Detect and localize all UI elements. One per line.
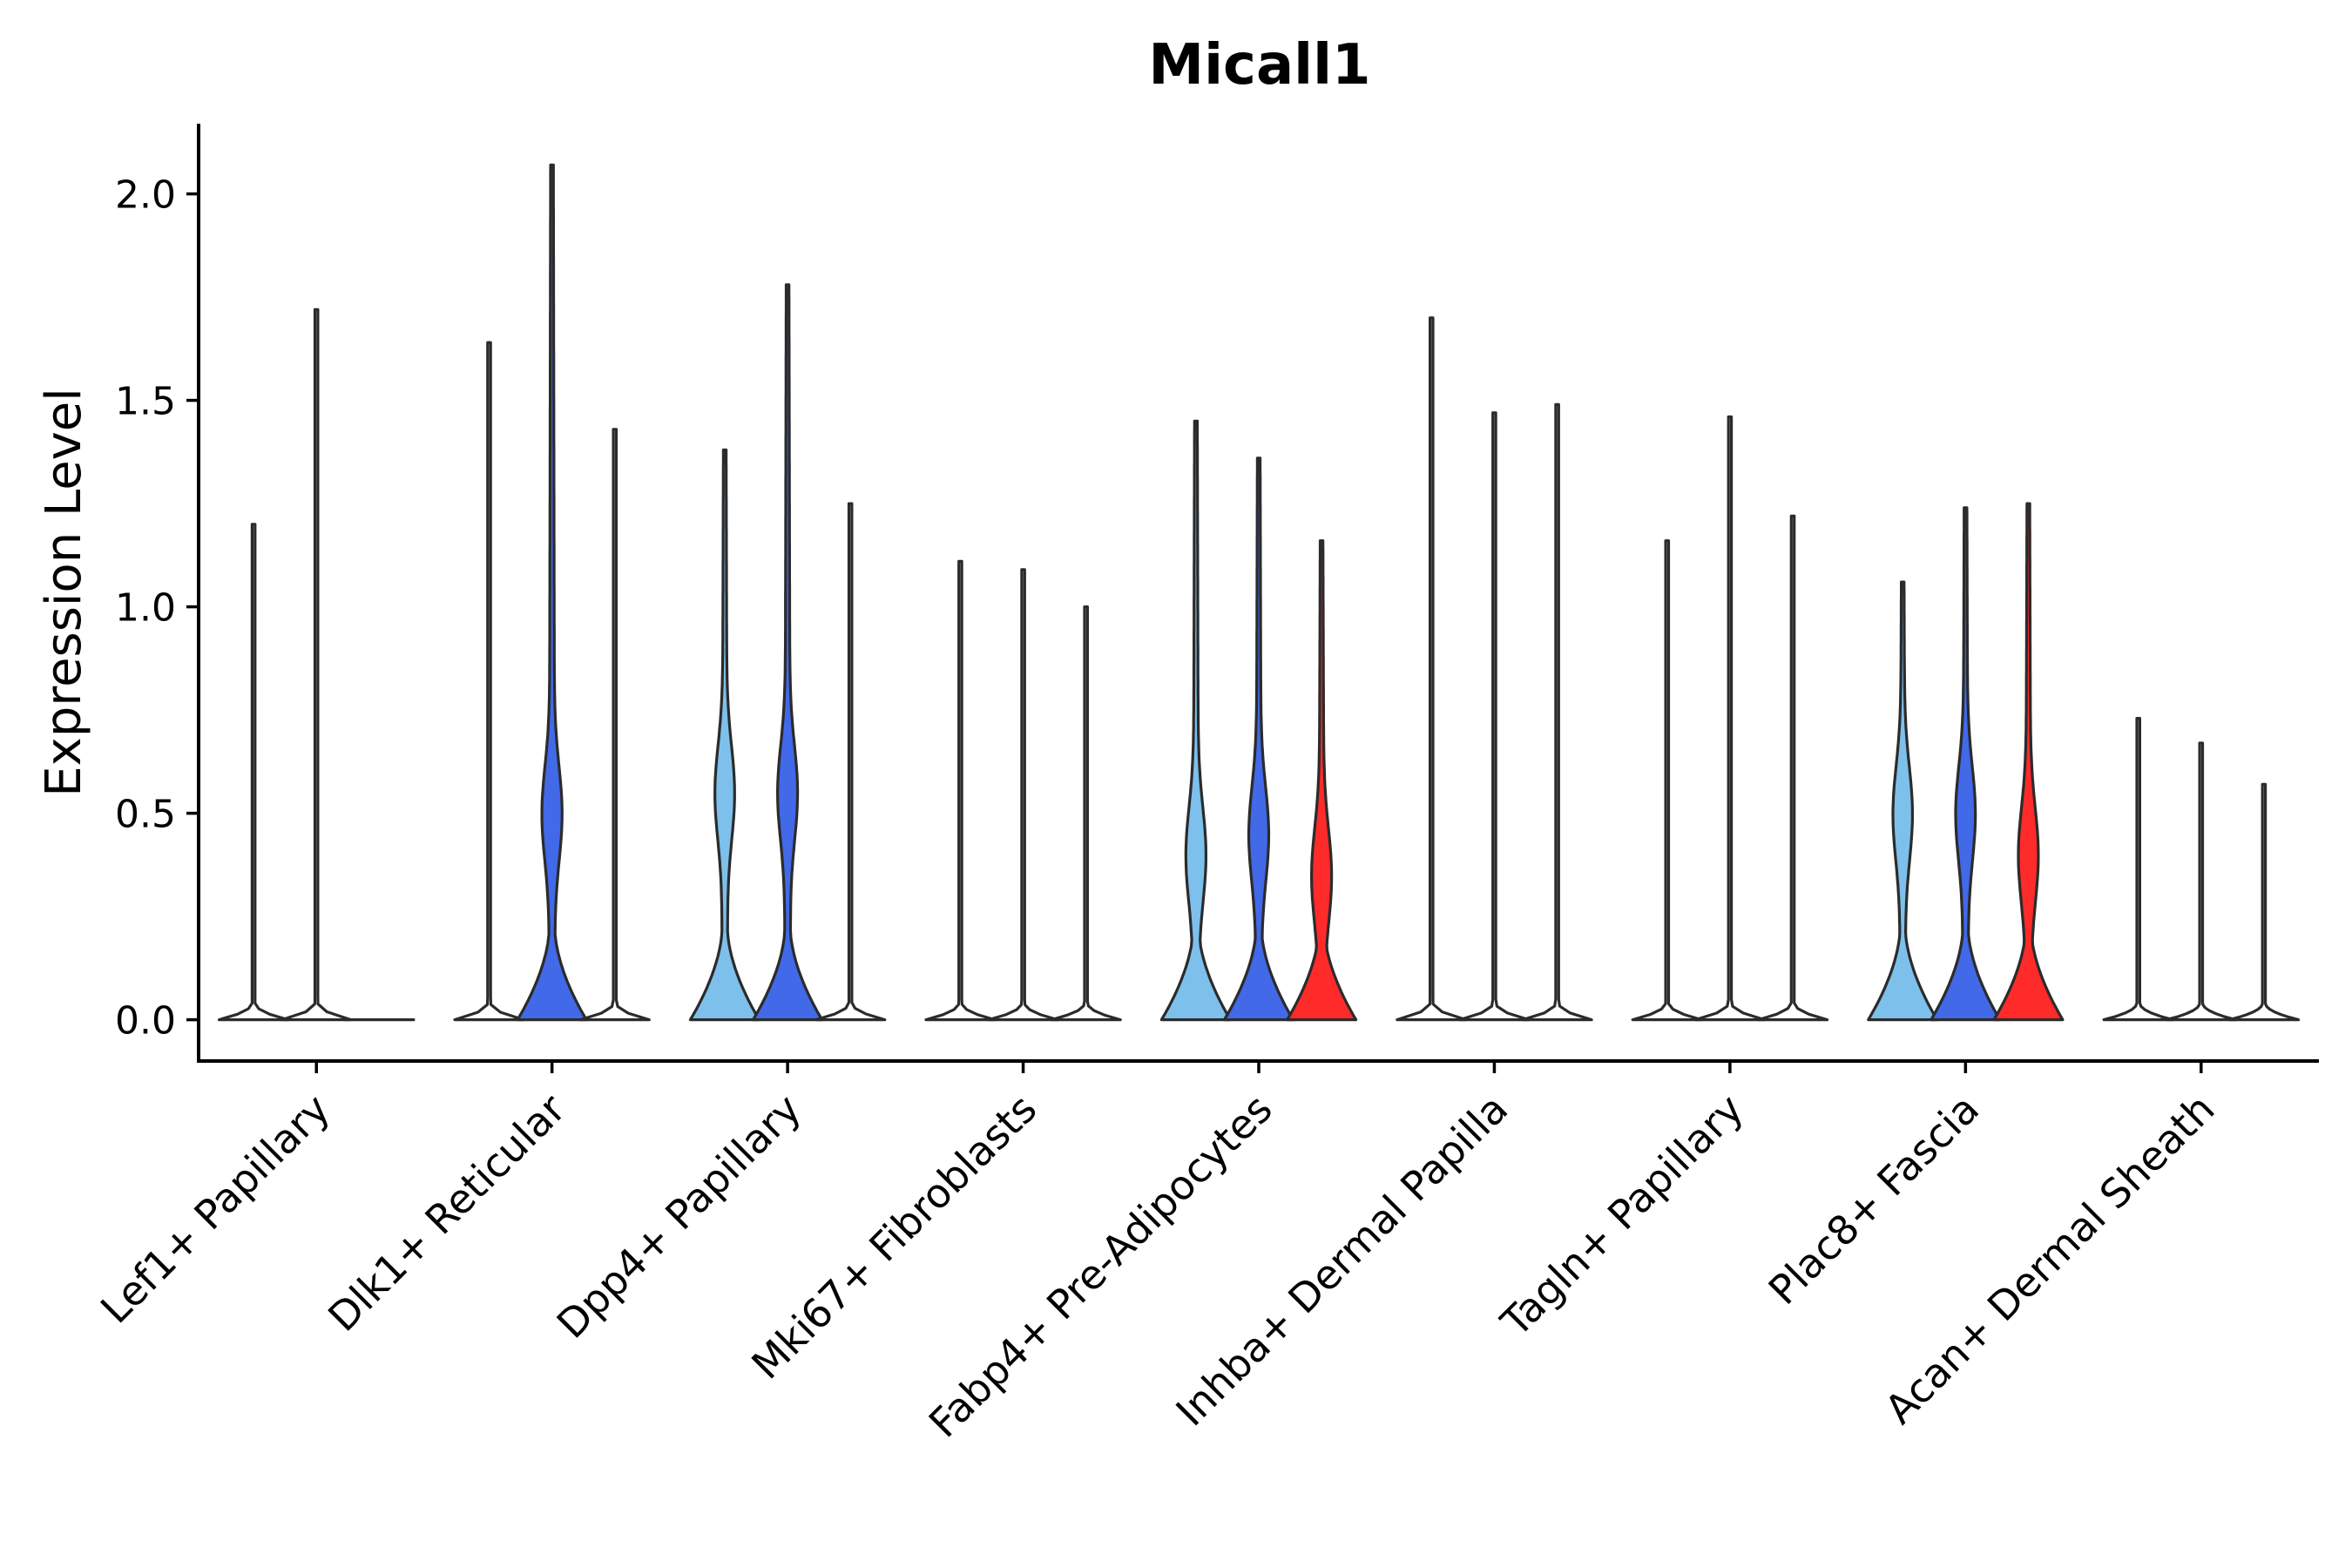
violin-group-1: [1867, 580, 1939, 1022]
violin-group-1: [2102, 717, 2174, 1022]
violin-group-2: [1458, 411, 1531, 1022]
violin-group-3: [2227, 782, 2301, 1022]
violin-group-3: [1992, 502, 2065, 1022]
x-category-label: Dpp4+ Papillary: [548, 1085, 810, 1348]
violin-group-3: [1286, 539, 1358, 1022]
violin-group-1: [1396, 316, 1468, 1022]
violin-group-1: [1159, 419, 1232, 1022]
y-tick-label: 2.0: [115, 173, 176, 218]
x-category-label: Lef1+ Papillary: [91, 1085, 339, 1333]
violin-group-2: [516, 163, 588, 1022]
y-tick-label: 1.5: [115, 380, 176, 424]
violin-group-2: [1222, 456, 1295, 1022]
violin-group-1: [453, 341, 525, 1022]
violin-group-3: [1521, 402, 1593, 1022]
violin-group-2: [2165, 741, 2237, 1022]
violin-group-2: [987, 568, 1059, 1022]
violin-group-3: [814, 502, 887, 1022]
chart-title: Micall1: [1148, 33, 1370, 98]
violin-group-3: [1050, 605, 1122, 1022]
violin-group-3: [1756, 514, 1829, 1022]
y-tick-label: 1.0: [115, 586, 176, 631]
violin-group-2: [1693, 415, 1767, 1022]
violin-group-2: [280, 308, 353, 1022]
y-axis-label: Expression Level: [36, 388, 92, 797]
violin-group-1: [688, 448, 761, 1022]
y-tick-label: 0.0: [115, 999, 176, 1044]
violins: [217, 163, 2301, 1022]
y-tick-label: 0.5: [115, 793, 176, 837]
violin-group-2: [752, 283, 824, 1022]
x-category-label: Plac8+ Fascia: [1760, 1085, 1988, 1314]
violin-group-1: [924, 559, 997, 1022]
violin-group-2: [1930, 506, 2002, 1022]
x-category-label: Dlk1+ Reticular: [319, 1085, 574, 1341]
violin-group-1: [1631, 539, 1703, 1022]
violin-group-1: [217, 523, 290, 1022]
y-axis-ticks: 0.0 0.5 1.0 1.5 2.0: [115, 173, 199, 1044]
violin-group-3: [578, 428, 651, 1022]
x-category-label: Tagln+ Papillary: [1491, 1085, 1753, 1347]
